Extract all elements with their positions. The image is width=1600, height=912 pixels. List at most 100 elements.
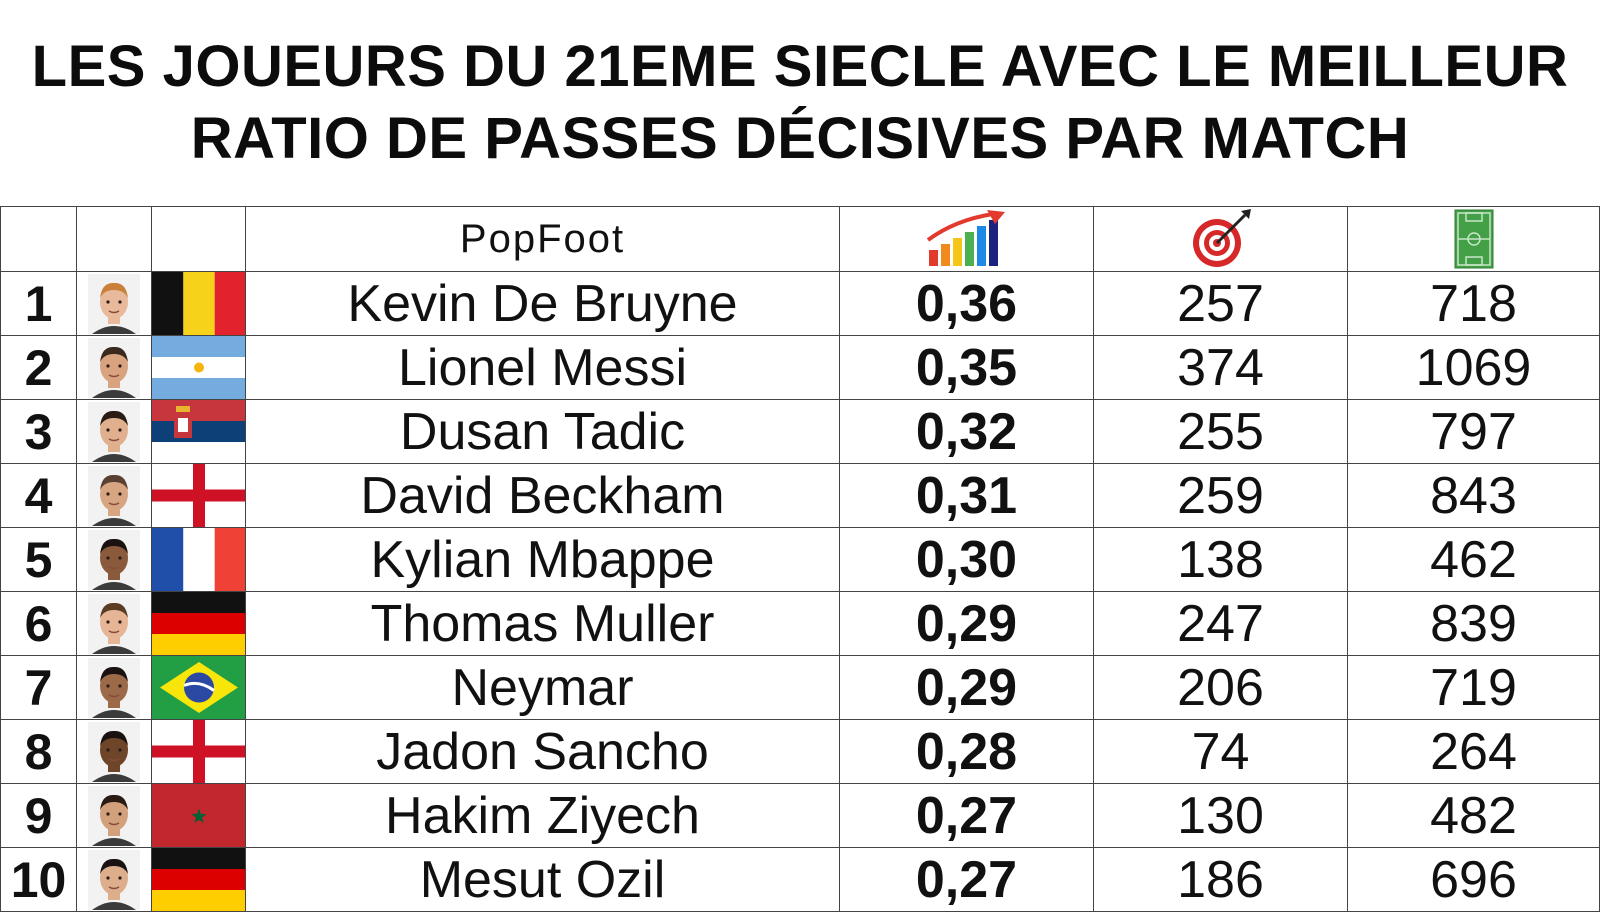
flag-cell: [151, 399, 246, 464]
rank-cell: 8: [0, 719, 77, 784]
country-flag: [152, 400, 245, 463]
player-photo-icon: [88, 529, 140, 590]
assists-count: 74: [1093, 719, 1348, 784]
france-flag-icon: [152, 528, 245, 591]
player-name: Dusan Tadic: [245, 399, 840, 464]
player-photo: [78, 273, 151, 335]
matches-count: 797: [1347, 399, 1600, 464]
rank-cell: 6: [0, 591, 77, 656]
photo-cell: [76, 783, 152, 848]
assists-count: 257: [1093, 271, 1348, 336]
assists-count: 138: [1093, 527, 1348, 592]
header-photo-cell: [76, 206, 152, 272]
country-flag: [152, 336, 245, 399]
matches-count: 482: [1347, 783, 1600, 848]
photo-cell: [76, 399, 152, 464]
title-line-1: LES JOUEURS DU 21EME SIECLE AVEC LE MEIL…: [31, 34, 1569, 99]
popfoot-logo: PopFoot: [459, 216, 626, 261]
country-flag: [152, 656, 245, 719]
assist-ratio: 0,29: [839, 655, 1094, 720]
photo-cell: [76, 655, 152, 720]
rank-cell: 3: [0, 399, 77, 464]
flag-cell: [151, 335, 246, 400]
player-photo: [78, 721, 151, 783]
morocco-flag-icon: [152, 784, 245, 847]
england-flag-icon: [152, 464, 245, 527]
header-ratio-cell: [839, 206, 1094, 272]
player-name: Lionel Messi: [245, 335, 840, 400]
rank-cell: 5: [0, 527, 77, 592]
player-photo: [78, 657, 151, 719]
assist-ratio: 0,30: [839, 527, 1094, 592]
assists-count: 259: [1093, 463, 1348, 528]
photo-cell: [76, 271, 152, 336]
header-rank-cell: [0, 206, 77, 272]
table-row: 10 Mesut Ozil 0,27 186 696: [0, 847, 1600, 912]
header-assists-cell: [1093, 206, 1348, 272]
football-pitch-icon: [1454, 209, 1493, 269]
player-name: Thomas Muller: [245, 591, 840, 656]
player-name: Kevin De Bruyne: [245, 271, 840, 336]
player-name: Jadon Sancho: [245, 719, 840, 784]
table-row: 6 Thomas Muller 0,29 247 839: [0, 591, 1600, 656]
assist-ratio: 0,32: [839, 399, 1094, 464]
assist-ratio: 0,28: [839, 719, 1094, 784]
matches-count: 839: [1347, 591, 1600, 656]
table-row: 1 Kevin De Bruyne 0,36 257 718: [0, 271, 1600, 336]
rank-cell: 4: [0, 463, 77, 528]
table-row: 3 Dusan Tadic 0,32 255 797: [0, 399, 1600, 464]
flag-cell: [151, 719, 246, 784]
header-flag-cell: [151, 206, 246, 272]
table-row: 5 Kylian Mbappe 0,30 138 462: [0, 527, 1600, 592]
matches-count: 719: [1347, 655, 1600, 720]
table-row: 9 Hakim Ziyech 0,27 130 482: [0, 783, 1600, 848]
player-name: Kylian Mbappe: [245, 527, 840, 592]
table-header-row: PopFoot: [0, 206, 1600, 272]
player-photo-icon: [88, 657, 140, 718]
header-brand-cell: PopFoot: [245, 206, 840, 272]
assist-ratio: 0,29: [839, 591, 1094, 656]
flag-cell: [151, 271, 246, 336]
title-line-2: RATIO DE PASSES DÉCISIVES PAR MATCH: [190, 106, 1410, 171]
photo-cell: [76, 719, 152, 784]
header-matches-cell: [1347, 206, 1600, 272]
germany-flag-icon: [152, 592, 245, 655]
rank-cell: 10: [0, 847, 77, 912]
belgium-flag-icon: [152, 272, 245, 335]
country-flag: [152, 272, 245, 335]
germany-flag-icon: [152, 848, 245, 911]
country-flag: [152, 720, 245, 783]
player-photo: [78, 529, 151, 591]
flag-cell: [151, 591, 246, 656]
player-name: Neymar: [245, 655, 840, 720]
matches-count: 264: [1347, 719, 1600, 784]
assist-ratio: 0,31: [839, 463, 1094, 528]
player-name: David Beckham: [245, 463, 840, 528]
rank-cell: 2: [0, 335, 77, 400]
photo-cell: [76, 847, 152, 912]
player-photo-icon: [88, 273, 140, 334]
table-row: 4 David Beckham 0,31 259 843: [0, 463, 1600, 528]
matches-count: 462: [1347, 527, 1600, 592]
matches-count: 843: [1347, 463, 1600, 528]
country-flag: [152, 464, 245, 527]
title-block: LES JOUEURS DU 21EME SIECLE AVEC LE MEIL…: [0, 0, 1600, 206]
player-photo-icon: [88, 593, 140, 654]
photo-cell: [76, 335, 152, 400]
assists-count: 130: [1093, 783, 1348, 848]
country-flag: [152, 528, 245, 591]
matches-count: 696: [1347, 847, 1600, 912]
assist-ratio: 0,36: [839, 271, 1094, 336]
table-row: 8 Jadon Sancho 0,28 74 264: [0, 719, 1600, 784]
serbia-flag-icon: [152, 400, 245, 463]
player-photo: [78, 401, 151, 463]
assists-count: 247: [1093, 591, 1348, 656]
matches-count: 1069: [1347, 335, 1600, 400]
rank-cell: 1: [0, 271, 77, 336]
player-photo-icon: [88, 465, 140, 526]
argentina-flag-icon: [152, 336, 245, 399]
flag-cell: [151, 527, 246, 592]
country-flag: [152, 592, 245, 655]
assists-count: 206: [1093, 655, 1348, 720]
flag-cell: [151, 783, 246, 848]
